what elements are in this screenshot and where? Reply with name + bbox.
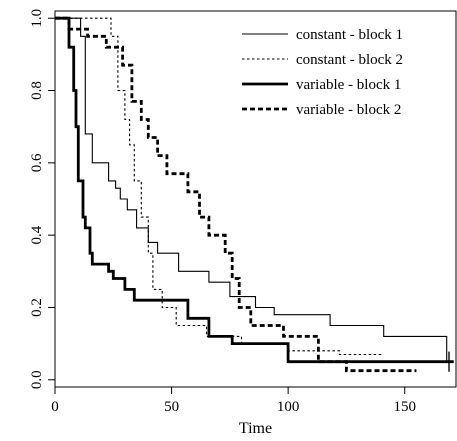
x-tick-label: 0 (51, 399, 59, 415)
x-tick-label: 150 (393, 399, 416, 415)
legend-label-3: variable - block 1 (296, 77, 401, 93)
y-tick-label: 0.6 (29, 153, 45, 172)
y-tick-label: 0.4 (29, 225, 45, 244)
legend-label-1: constant - block 1 (296, 27, 403, 43)
series-line-4 (55, 16, 417, 373)
x-axis-title: Time (239, 420, 272, 437)
legend-label-2: constant - block 2 (296, 52, 403, 68)
y-tick-label: 0.2 (29, 298, 45, 317)
legend-label-4: variable - block 2 (296, 102, 401, 118)
series-layer (55, 16, 454, 373)
y-axis: 0.0 0.2 0.4 0.6 0.8 1.0 (29, 9, 55, 389)
series-line-1 (55, 17, 454, 363)
x-tick-label: 100 (277, 399, 300, 415)
x-axis: 0 50 100 150 (51, 387, 416, 415)
legend: constant - block 1 constant - block 2 vari… (242, 27, 403, 118)
plot-frame (54, 10, 457, 388)
y-tick-label: 0.0 (29, 370, 45, 389)
y-tick-label: 1.0 (29, 9, 45, 28)
series-line-2 (55, 17, 384, 356)
x-tick-label: 50 (164, 399, 179, 415)
y-tick-label: 0.8 (29, 81, 45, 100)
series-line-3 (55, 16, 454, 364)
